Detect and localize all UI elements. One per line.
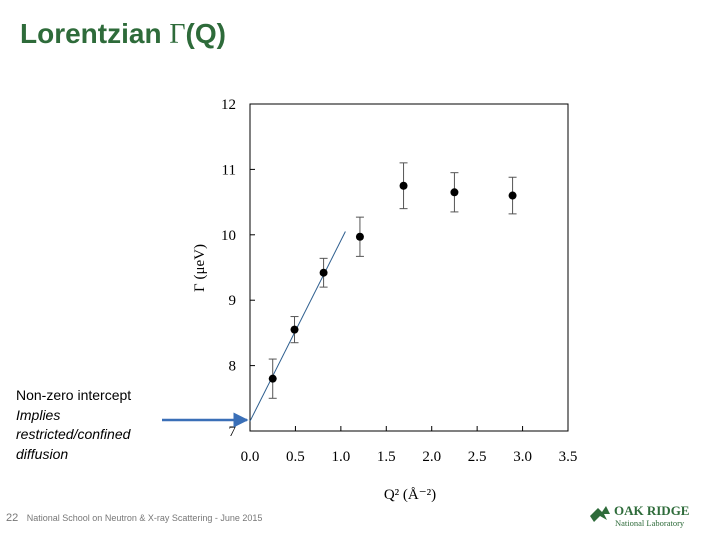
point-marker	[399, 181, 408, 190]
annotation-line-2: Implies	[16, 406, 61, 423]
data-point	[399, 162, 408, 210]
y-tick-label: 7	[229, 424, 237, 440]
plot-frame	[249, 103, 569, 432]
point-marker	[268, 374, 277, 383]
x-tick-label: 2.5	[468, 449, 487, 465]
tree-icon	[590, 506, 610, 522]
x-axis-ticks: 0.0 0.5 1.0 1.5 2.0 2.5 3.0 3.5	[241, 426, 578, 465]
data-point	[450, 172, 459, 213]
x-tick-label: 2.0	[422, 449, 441, 465]
x-tick-label: 1.0	[331, 449, 350, 465]
data-point	[290, 316, 299, 344]
point-marker	[319, 268, 328, 277]
title-suffix: (Q)	[185, 18, 226, 49]
point-marker	[508, 191, 517, 200]
footer-text: National School on Neutron & X-ray Scatt…	[26, 513, 263, 523]
data-point	[319, 257, 328, 288]
x-tick-label: 3.0	[513, 449, 532, 465]
annotation-line-3: restricted/confined	[16, 426, 131, 442]
y-tick-label: 10	[221, 228, 236, 244]
point-marker	[450, 188, 459, 197]
y-tick-label: 11	[222, 162, 236, 178]
annotation-line-4: diffusion	[16, 445, 69, 462]
title-symbol: Γ	[169, 19, 186, 50]
page-number: 22	[6, 512, 19, 524]
logo-line-2: National Laboratory	[615, 518, 685, 528]
y-tick-label: 8	[229, 359, 237, 375]
point-marker	[290, 325, 299, 334]
point-marker	[355, 232, 364, 241]
x-tick-label: 1.5	[377, 449, 396, 465]
intercept-annotation: Non-zero intercept Implies restricted/co…	[16, 386, 131, 464]
y-tick-label: 12	[221, 97, 236, 113]
logo-line-1: OAK RIDGE	[614, 503, 689, 518]
x-tick-label: 3.5	[559, 449, 578, 465]
data-point	[268, 358, 277, 399]
oak-ridge-logo: OAK RIDGE National Laboratory	[590, 503, 689, 528]
data-points	[268, 162, 517, 399]
footer: 22 National School on Neutron & X-ray Sc…	[6, 512, 262, 524]
x-tick-label: 0.0	[241, 449, 260, 465]
y-tick-label: 9	[229, 293, 237, 309]
y-axis-ticks: 7 8 9 10 11 12	[221, 97, 255, 440]
x-axis-label: Q² (Å⁻²)	[384, 487, 436, 503]
y-axis-label: Γ (μeV)	[192, 244, 208, 292]
slide-title: Lorentzian Γ(Q)	[20, 18, 226, 51]
data-point	[508, 176, 517, 215]
annotation-line-1: Non-zero intercept	[16, 387, 132, 403]
linear-fit-line	[249, 231, 346, 422]
data-point	[355, 216, 364, 257]
title-prefix: Lorentzian	[20, 18, 170, 49]
x-tick-label: 0.5	[286, 449, 305, 465]
